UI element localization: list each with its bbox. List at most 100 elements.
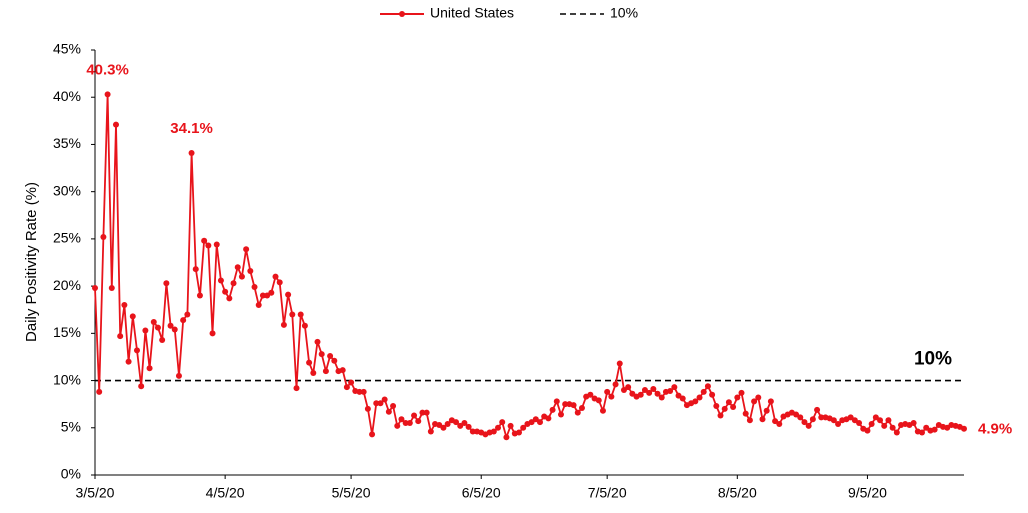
data-point <box>805 422 812 429</box>
data-point <box>117 333 124 340</box>
y-tick-label: 5% <box>61 418 81 434</box>
data-point <box>721 405 728 412</box>
data-point <box>159 336 166 343</box>
data-point <box>142 327 149 334</box>
data-point <box>709 391 716 398</box>
data-point <box>322 368 329 375</box>
data-point <box>881 422 888 429</box>
data-point <box>255 302 262 308</box>
data-point <box>692 398 699 405</box>
y-tick-label: 0% <box>61 466 81 482</box>
data-point <box>440 424 447 431</box>
x-tick-label: 9/5/20 <box>848 485 887 501</box>
data-point <box>717 412 724 419</box>
data-point <box>427 428 434 435</box>
data-point <box>851 417 858 424</box>
data-point <box>671 384 678 391</box>
y-tick-label: 20% <box>53 277 81 293</box>
data-point <box>230 280 237 287</box>
data-point <box>264 292 271 299</box>
data-point <box>536 419 543 426</box>
data-point <box>205 242 212 249</box>
data-point <box>553 398 560 405</box>
data-point <box>734 394 741 401</box>
data-point <box>285 291 292 298</box>
data-point <box>268 289 275 296</box>
data-point <box>738 389 745 396</box>
data-point <box>146 365 153 372</box>
data-point <box>767 398 774 405</box>
data-point <box>243 246 250 253</box>
data-point <box>667 387 674 394</box>
data-point <box>713 403 720 410</box>
data-point <box>306 359 313 366</box>
data-point <box>381 396 388 403</box>
data-point <box>125 358 132 365</box>
data-point <box>171 326 178 333</box>
data-point <box>532 416 539 423</box>
y-tick-label: 15% <box>53 324 81 340</box>
data-point <box>339 367 346 374</box>
data-point <box>259 292 266 299</box>
data-point <box>184 311 191 318</box>
data-point <box>318 351 325 358</box>
y-tick-label: 40% <box>53 88 81 104</box>
data-point <box>188 149 195 156</box>
data-point <box>856 420 863 427</box>
data-point <box>679 395 686 402</box>
data-point <box>369 431 376 438</box>
data-point <box>310 370 317 376</box>
data-point <box>637 391 644 398</box>
data-point <box>872 414 879 421</box>
data-point <box>910 420 917 427</box>
data-point <box>348 379 355 386</box>
data-point <box>394 422 401 429</box>
data-point <box>213 241 220 248</box>
data-point <box>923 424 930 431</box>
data-point <box>398 416 405 423</box>
data-point <box>100 234 107 240</box>
data-point <box>289 311 296 318</box>
data-point <box>503 434 510 441</box>
legend-label: 10% <box>610 5 638 21</box>
data-point <box>650 386 657 393</box>
data-point <box>612 381 619 388</box>
data-point <box>247 268 254 274</box>
data-point <box>604 388 611 395</box>
data-point <box>919 429 926 436</box>
data-point <box>549 406 556 413</box>
data-point <box>751 398 758 405</box>
x-tick-label: 6/5/20 <box>462 485 501 501</box>
data-label: 4.9% <box>978 421 1012 438</box>
data-point <box>121 302 128 308</box>
data-point <box>234 264 241 271</box>
y-axis-title: Daily Positivity Rate (%) <box>23 182 40 342</box>
data-point <box>293 385 300 392</box>
data-point <box>520 424 527 431</box>
data-point <box>557 411 564 418</box>
data-point <box>830 417 837 424</box>
data-point <box>175 372 182 379</box>
data-point <box>893 429 900 436</box>
data-point <box>608 393 615 400</box>
y-tick-label: 10% <box>53 371 81 387</box>
data-point <box>108 285 115 291</box>
data-point <box>138 383 145 390</box>
data-point <box>578 404 585 411</box>
data-point <box>646 389 653 396</box>
data-point <box>599 407 606 414</box>
data-point <box>730 404 737 410</box>
data-point <box>331 357 338 364</box>
data-point <box>725 399 732 406</box>
x-tick-label: 3/5/20 <box>76 485 115 501</box>
data-point <box>373 400 380 407</box>
data-point <box>364 405 371 412</box>
data-point <box>406 420 413 427</box>
data-point <box>931 426 938 433</box>
data-point <box>167 322 174 329</box>
data-point <box>570 402 577 409</box>
data-point <box>961 425 967 432</box>
data-point <box>133 347 140 354</box>
data-point <box>419 409 426 416</box>
